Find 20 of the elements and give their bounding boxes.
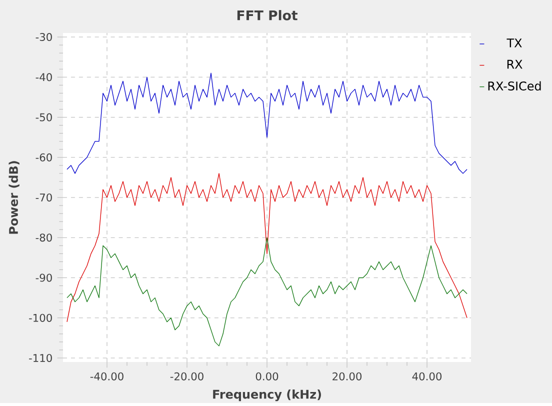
- y-tick-label: -80: [36, 234, 52, 242]
- y-tick-label: -30: [36, 33, 52, 42]
- y-tick-label: -100: [29, 314, 52, 322]
- chart-title: FFT Plot: [237, 10, 298, 21]
- legend-label: TX: [506, 38, 522, 48]
- x-tick-label: -20.00: [170, 372, 204, 381]
- x-axis-title: Frequency (kHz): [213, 390, 321, 402]
- legend-label: RX: [507, 60, 522, 69]
- x-tick-label: 0.00: [256, 372, 278, 381]
- x-tick-label: 20.00: [332, 372, 362, 381]
- y-tick-label: -40: [36, 73, 52, 82]
- y-tick-label: -110: [29, 354, 52, 362]
- legend-label: RX-SICed: [488, 81, 541, 91]
- x-tick-label: 40.00: [412, 372, 442, 381]
- y-tick-label: -50: [36, 113, 52, 122]
- y-tick-label: -90: [36, 274, 52, 282]
- y-axis-title: Power (dB): [8, 161, 20, 234]
- x-tick-label: -40.00: [90, 372, 124, 381]
- y-tick-label: -60: [36, 154, 52, 162]
- y-tick-label: -70: [36, 194, 52, 202]
